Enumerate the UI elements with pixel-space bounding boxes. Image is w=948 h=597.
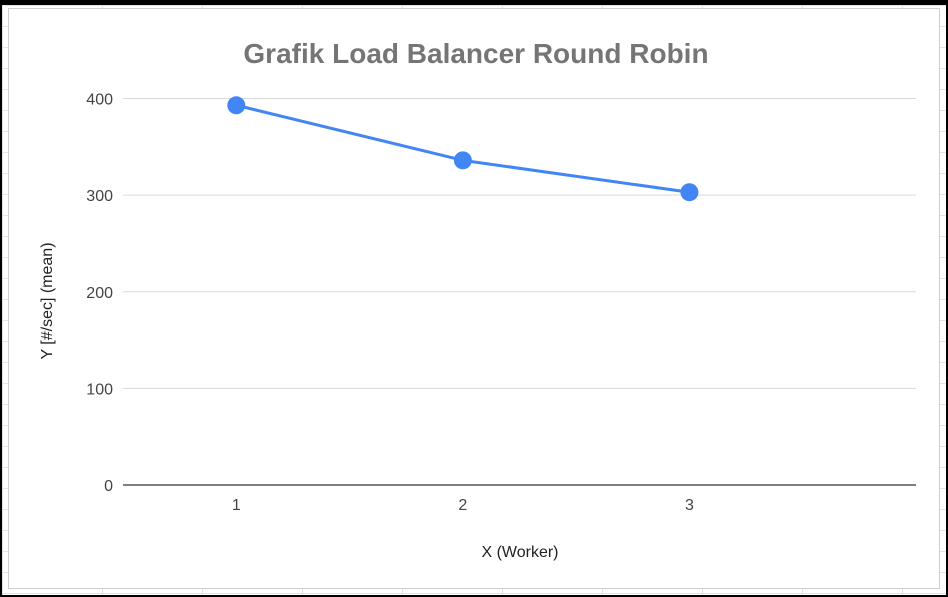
x-tick-label: 3 [685,497,694,514]
y-tick-label: 100 [86,381,113,398]
data-point[interactable] [453,151,472,170]
y-tick-label: 200 [86,285,113,302]
y-tick-label: 400 [86,92,113,109]
x-axis-label: X (Worker) [481,544,558,561]
y-tick-label: 0 [104,478,113,495]
x-axis-ticks: 1 2 3 [232,497,694,514]
chart-title: Grafik Load Balancer Round Robin [243,38,708,69]
y-tick-label: 300 [86,188,113,205]
data-point[interactable] [227,96,246,115]
series-group [227,96,699,202]
y-axis-label: Y [#/sec] (mean) [39,242,56,359]
y-axis-ticks: 0 100 200 300 400 [86,92,113,496]
series-line [235,103,690,194]
gridlines [123,98,916,389]
x-tick-label: 2 [458,497,467,514]
x-tick-label: 1 [232,497,241,514]
chart-card[interactable] [8,8,940,589]
data-point[interactable] [680,183,699,202]
